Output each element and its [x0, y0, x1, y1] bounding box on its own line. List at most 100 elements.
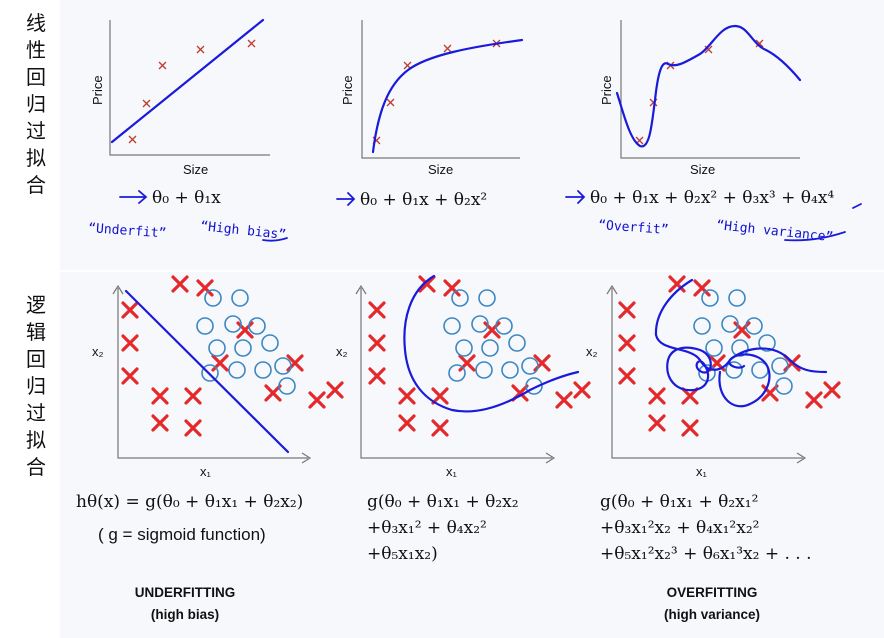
x-axis-label: Size	[428, 162, 453, 177]
hypothesis: θ₀ + θ₁x + θ₂x²	[360, 190, 487, 210]
positive-example	[648, 387, 666, 405]
positive-example	[648, 414, 666, 432]
negative-example	[481, 339, 499, 357]
y-axis-label: x₂	[92, 344, 104, 359]
data-point	[386, 98, 395, 107]
overfit-loop-left	[666, 346, 712, 392]
data-point	[755, 39, 764, 48]
positive-example	[326, 381, 344, 399]
data-points	[121, 275, 344, 437]
formula-line-2: +θ₃x₁² + θ₄x₂²	[367, 518, 487, 538]
positive-example	[761, 384, 779, 402]
positive-example	[555, 391, 573, 409]
positive-example	[368, 334, 386, 352]
linear-fit-line	[110, 18, 265, 144]
quadratic-fit-curve	[371, 38, 524, 154]
row-label-glyph: 回	[26, 65, 46, 89]
classification-panel-overfit: x₂ x₁ g(θ₀ + θ₁x₁ + θ₂x₁² +θ₃x₁²x₂ + θ₄x…	[586, 275, 841, 564]
negative-example	[443, 317, 461, 335]
negative-example	[521, 357, 539, 375]
negative-example	[758, 334, 776, 352]
y-axis-label: x₂	[586, 344, 598, 359]
classification-panel-underfit: x₂ x₁ hθ(x) = g(θ₀ + θ₁x₁ + θ₂x₂) ( g = …	[76, 275, 344, 544]
positive-example	[805, 391, 823, 409]
positive-example	[431, 419, 449, 437]
x-axis-label: x₁	[696, 464, 708, 479]
positive-example	[121, 334, 139, 352]
arrow-icon	[336, 192, 356, 206]
overfitting-subtitle: (high variance)	[664, 607, 760, 622]
positive-example	[184, 387, 202, 405]
positive-example	[431, 387, 449, 405]
formula-line-3: +θ₅x₁x₂)	[367, 544, 438, 564]
negative-example	[701, 289, 719, 307]
data-point	[128, 135, 137, 144]
row-label-glyph: 拟	[26, 428, 46, 452]
negative-example	[274, 357, 292, 375]
positive-example	[151, 387, 169, 405]
axes	[117, 288, 308, 459]
negative-example	[731, 339, 749, 357]
underfitting-title: UNDERFITTING	[135, 585, 236, 600]
positive-example	[368, 367, 386, 385]
y-axis-label: x₂	[336, 344, 348, 359]
negative-example	[693, 317, 711, 335]
positive-example	[681, 419, 699, 437]
axis-arrowheads	[355, 284, 556, 464]
data-point	[196, 45, 205, 54]
arrow-icon	[119, 190, 148, 204]
positive-example	[121, 301, 139, 319]
axes	[611, 288, 803, 459]
top-row-background	[60, 0, 884, 270]
data-points	[372, 39, 501, 145]
positive-example	[443, 279, 461, 297]
positive-example	[308, 391, 326, 409]
regression-panel-underfit: Price Size θ₀ + θ₁x “Underfit” “High bia…	[88, 18, 288, 243]
row-label-glyph: 性	[26, 38, 46, 62]
overfitting-title: OVERFITTING	[667, 585, 758, 600]
formula-line-2: ( g = sigmoid function)	[98, 525, 266, 544]
positive-example	[618, 367, 636, 385]
negative-example	[451, 289, 469, 307]
negative-example	[478, 289, 496, 307]
positive-example	[184, 419, 202, 437]
overfit-loop-right	[718, 353, 771, 408]
note-underfit: “Underfit”	[88, 221, 167, 241]
x-axis-label: Size	[690, 162, 715, 177]
row-label-glyph: 回	[26, 347, 46, 371]
negative-example	[201, 364, 219, 382]
negative-example	[278, 377, 296, 395]
positive-example	[618, 301, 636, 319]
hypothesis: θ₀ + θ₁x	[152, 188, 221, 208]
high-order-fit-curve	[615, 24, 802, 148]
negative-example	[228, 361, 246, 379]
negative-example	[745, 317, 763, 335]
row-label-glyph: 线	[26, 11, 46, 35]
positive-example	[151, 414, 169, 432]
positive-example	[668, 275, 686, 293]
positive-example	[681, 387, 699, 405]
positive-example	[398, 387, 416, 405]
y-axis-label: Price	[340, 75, 355, 105]
negative-example	[248, 317, 266, 335]
negative-example	[231, 289, 249, 307]
y-axis-label: Price	[90, 75, 105, 105]
negative-example	[725, 361, 743, 379]
negative-example	[508, 334, 526, 352]
negative-example	[471, 315, 489, 333]
data-points	[635, 39, 764, 145]
positive-example	[573, 381, 591, 399]
arrow-icon	[565, 190, 586, 204]
positive-example	[196, 279, 214, 297]
positive-example	[264, 384, 282, 402]
formula-line-1: hθ(x) = g(θ₀ + θ₁x₁ + θ₂x₂)	[76, 492, 303, 512]
row-label-glyph: 拟	[26, 146, 46, 170]
negative-example	[208, 339, 226, 357]
row-label-glyph: 合	[26, 455, 46, 479]
negative-example	[495, 317, 513, 335]
negative-example	[455, 339, 473, 357]
x-axis-label: x₁	[200, 464, 212, 479]
negative-example	[721, 315, 739, 333]
